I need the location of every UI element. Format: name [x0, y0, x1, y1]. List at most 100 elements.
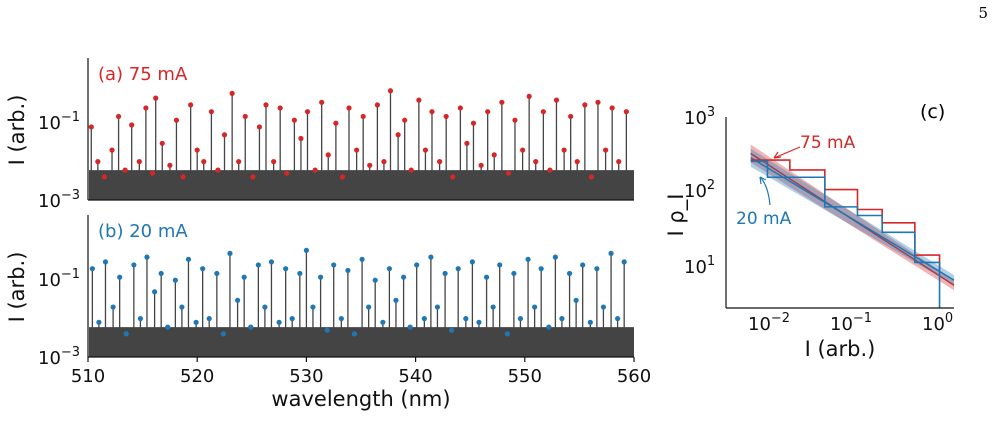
panel-a-peak-point — [443, 113, 449, 120]
panel-a-peak-point — [291, 117, 297, 123]
panel-b-peak-point — [580, 262, 586, 268]
panel-b-peak-point — [380, 319, 386, 325]
panel-b-peak-point — [511, 270, 517, 277]
panel-a-peak-point — [180, 174, 186, 180]
panel-a-peak-point — [464, 140, 470, 146]
panel-b-peak-point — [552, 254, 558, 260]
panel-b-peak-point — [185, 256, 192, 262]
panel-b-peak-point — [621, 259, 627, 265]
panel-b-peak-point — [414, 262, 420, 268]
panel-a-peaks — [88, 88, 629, 180]
panel-b-peak-point — [152, 289, 158, 295]
panel-a-peak-point — [505, 170, 512, 176]
panel-b-peak-point — [110, 304, 116, 310]
panel-a-peak-point — [236, 159, 242, 165]
panel-a-peak-point — [346, 105, 352, 111]
panel-a-peak-point — [437, 159, 443, 165]
panel-b-peak-point — [255, 262, 261, 268]
panel-b-peak-point — [200, 266, 206, 272]
panel-c-xtick-m1: 10−1 — [830, 311, 872, 335]
panel-b-peak-point — [372, 277, 378, 283]
panel-a-spectrum-floor — [89, 170, 634, 200]
panel-b-peak-point — [407, 324, 413, 330]
page-number: 5 — [978, 4, 988, 22]
legend-20mA: 20 mA — [736, 209, 792, 229]
panel-b-peak-point — [338, 316, 344, 322]
panel-b-peaks — [89, 247, 627, 337]
panel-b-peak-point — [504, 331, 510, 337]
panel-b-peak-point — [442, 270, 448, 277]
arrow-75mA — [773, 146, 801, 159]
panel-b-peak-point — [268, 259, 275, 265]
panel-c-ytick-3: 103 — [684, 105, 715, 129]
panel-b-xlabel: wavelength (nm) — [271, 387, 450, 411]
panel-b-peak-point — [490, 304, 496, 310]
panel-b-peak-point — [421, 316, 427, 322]
panel-a-peak-point — [201, 159, 207, 165]
panel-b-peak-point — [276, 319, 282, 325]
panel-a-peak-point — [561, 147, 567, 153]
panel-b-peak-point — [324, 327, 330, 333]
panel-a-peak-point — [242, 113, 248, 120]
panel-c-ytick-2: 102 — [684, 178, 715, 202]
panel-b-xtick-label: 510 — [71, 366, 105, 387]
panel-a-peak-point — [491, 152, 497, 158]
panel-a-peak-point — [143, 105, 149, 111]
panel-a-peak-point — [457, 105, 463, 111]
panel-b-peak-point — [206, 316, 212, 322]
panel-b-peak-point — [566, 270, 573, 277]
panel-b-peak-point — [608, 250, 614, 256]
panel-a-75mA: (a) 75 mA 10−1 10−3 I (arb.) — [5, 58, 634, 212]
panel-b-peak-point — [587, 319, 593, 325]
panel-c-ylabel: I ρ_I — [664, 194, 689, 237]
panel-a-peak-point — [109, 147, 115, 153]
panel-b-peak-point — [117, 274, 123, 280]
panel-b-peak-point — [476, 319, 482, 325]
panel-b-20mA: (b) 20 mA 10−1 10−3 I (arb.) 510 520 530 54… — [5, 215, 651, 411]
panel-b-peak-point — [172, 277, 178, 283]
panel-b-xticks: 510 520 530 540 550 560 — [71, 357, 651, 387]
panel-a-peak-point — [623, 109, 629, 115]
panel-a-peak-point — [533, 159, 539, 165]
panel-b-peak-point — [359, 256, 365, 262]
panel-c-xtick-m2: 10−2 — [748, 311, 790, 335]
panel-b-peak-point — [102, 259, 109, 265]
panel-a-peak-point — [263, 102, 269, 108]
arrowhead-20mA — [759, 176, 767, 185]
panel-a-peak-point — [429, 109, 435, 115]
panel-a-peak-point — [312, 167, 318, 173]
legend-75mA: 75 mA — [800, 133, 856, 153]
panel-b-peak-point — [193, 319, 199, 325]
panel-b-peak-point — [220, 331, 227, 337]
panel-a-peak-point — [159, 140, 165, 146]
panel-a-peak-point — [129, 122, 135, 128]
panel-a-peak-point — [221, 132, 228, 138]
panel-b-peak-point — [497, 262, 503, 268]
panel-a-peak-point — [450, 174, 456, 180]
panel-b-xtick-label: 540 — [398, 366, 432, 387]
panel-b-peak-point — [131, 262, 137, 268]
panel-a-peak-point — [582, 102, 588, 108]
panel-a-peak-point — [553, 97, 560, 103]
panel-b-peak-point — [386, 266, 392, 272]
panel-b-xtick-label: 530 — [289, 366, 323, 387]
panel-a-peak-point — [367, 162, 373, 168]
panel-b-peak-point — [546, 324, 552, 330]
panel-a-peak-point — [325, 152, 331, 158]
panel-a-peak-point — [339, 174, 346, 180]
panel-a-peak-point — [250, 174, 256, 180]
panel-a-peak-point — [167, 162, 173, 168]
panel-b-peak-point — [144, 254, 150, 260]
panel-a-peak-point — [408, 167, 414, 173]
panel-b-peak-point — [96, 319, 102, 325]
panel-b-peak-point — [331, 262, 337, 268]
panel-c-fit-bands — [750, 144, 955, 291]
panel-a-peak-point — [540, 109, 546, 115]
panel-a-peak-point — [574, 159, 580, 165]
panel-b-peak-point — [455, 266, 461, 272]
panel-a-ytick-3: 10−3 — [38, 188, 80, 212]
panel-a-peak-point — [422, 147, 429, 153]
panel-a-peak-point — [88, 124, 94, 130]
panel-a-peak-point — [101, 174, 107, 180]
